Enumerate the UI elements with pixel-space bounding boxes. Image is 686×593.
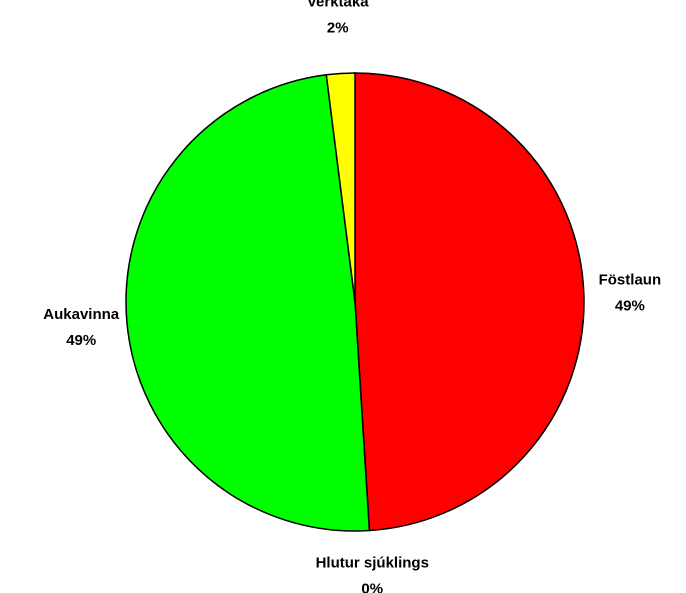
slice-value-label: 49%: [615, 297, 645, 314]
slice-value-label: 0%: [361, 580, 383, 593]
slice-label: Aukavinna: [43, 306, 120, 323]
slice-value-label: 2%: [327, 20, 349, 37]
slice-label: Föstlaun: [599, 271, 662, 288]
slice-label: Verktaka: [307, 0, 369, 11]
slice-value-label: 49%: [66, 332, 96, 349]
pie-slice: [354, 72, 585, 532]
pie-slice: [125, 73, 371, 532]
pie-slice: [325, 72, 356, 303]
slice-label: Hlutur sjúklings: [316, 554, 429, 571]
